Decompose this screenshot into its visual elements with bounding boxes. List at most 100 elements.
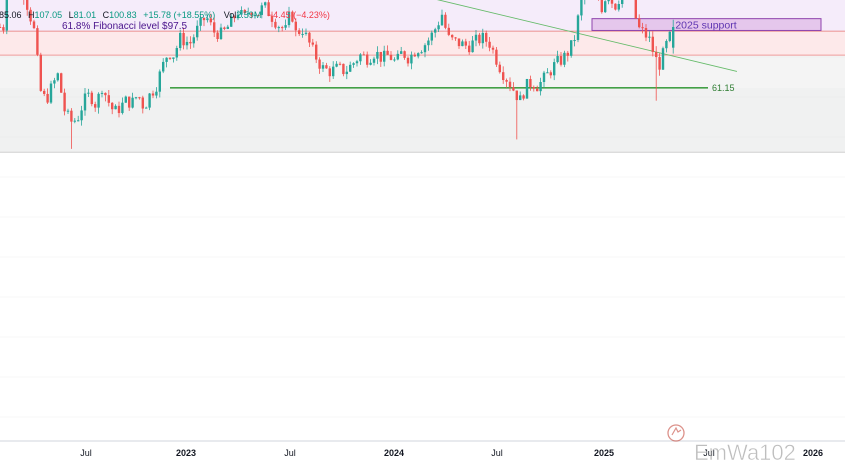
candle-body <box>658 57 661 70</box>
x-axis: Jul 2023 Jul 2024 Jul 2025 Jul 2026 <box>0 440 845 475</box>
candle-body <box>32 21 36 29</box>
candle-body <box>512 87 515 91</box>
candle-body <box>644 28 648 38</box>
candle-body <box>610 0 614 4</box>
candle-body <box>617 4 620 10</box>
candle-body <box>393 59 396 61</box>
candle-body <box>359 54 362 62</box>
candle-body <box>155 91 158 96</box>
candle-body <box>668 31 671 41</box>
candle-body <box>138 97 141 99</box>
candle-body <box>338 63 342 65</box>
candle-body <box>468 45 471 53</box>
candle-body <box>457 38 461 47</box>
candle-body <box>355 61 359 64</box>
candle-body <box>349 64 352 72</box>
candle-body <box>532 87 535 89</box>
candle-body <box>145 107 148 109</box>
candle-body <box>168 57 172 59</box>
candle-body <box>0 27 2 29</box>
candle-body <box>447 27 450 35</box>
candle-body <box>49 83 53 103</box>
low-value: 81.01 <box>74 10 97 20</box>
candle-body <box>328 68 331 77</box>
candle-body <box>505 80 508 82</box>
weibo-logo-icon <box>667 424 685 442</box>
candle-body <box>70 110 73 122</box>
candle-body <box>63 92 66 112</box>
candle-body <box>614 3 617 10</box>
candle-body <box>508 81 512 88</box>
candle-body <box>100 92 104 94</box>
candle-body <box>270 16 274 22</box>
x-tick-label: 2026 <box>803 448 823 458</box>
candle-body <box>267 2 270 17</box>
candle-body <box>2 27 5 31</box>
fib-band <box>0 87 845 153</box>
candle-body <box>121 102 124 114</box>
candle-body <box>294 21 297 31</box>
x-tick-label: Jul <box>491 448 503 458</box>
candle-body <box>430 32 433 41</box>
candle-body <box>661 48 665 70</box>
candle-body <box>247 12 250 14</box>
candle-body <box>131 97 134 108</box>
candle-body <box>26 0 29 10</box>
candle-body <box>566 52 569 56</box>
candle-body <box>5 0 8 31</box>
vol-value: 2.59M <box>236 10 261 20</box>
candle-body <box>46 93 49 103</box>
candle-body <box>600 0 603 13</box>
candle-body <box>400 51 403 54</box>
candle-body <box>216 32 219 40</box>
candle-body <box>240 10 243 15</box>
candle-body <box>672 27 675 48</box>
zone-box-3[interactable] <box>591 18 822 31</box>
target-zones[interactable]: 2025 stretched2025 target area2025 suppo… <box>591 0 822 32</box>
candle-body <box>440 14 444 26</box>
candle-body <box>291 11 294 22</box>
candle-body <box>386 50 389 55</box>
grid-lines <box>0 56 845 418</box>
candle-body <box>243 10 246 14</box>
candle-body <box>634 0 637 19</box>
candle-body <box>648 36 651 38</box>
candle-body <box>321 65 325 69</box>
candle-body <box>621 0 624 5</box>
fib-band <box>0 31 845 56</box>
candle-body <box>94 104 97 108</box>
candle-body <box>417 53 420 57</box>
candle-body <box>519 95 522 101</box>
change-value: +15.78 (+18.55%) <box>143 10 215 20</box>
background-bands <box>0 0 845 153</box>
candle-body <box>461 41 464 47</box>
candle-body <box>318 59 321 69</box>
candle-body <box>478 34 481 44</box>
candle-body <box>151 93 155 96</box>
candle-body <box>83 93 87 111</box>
candle-body <box>325 65 328 69</box>
candle-body <box>226 26 229 29</box>
candle-body <box>260 5 263 15</box>
candle-body <box>304 32 308 34</box>
candle-body <box>90 92 93 105</box>
candle-body <box>536 88 539 92</box>
x-tick-label: 2025 <box>594 448 614 458</box>
candle-body <box>117 105 121 114</box>
candle-body <box>335 63 338 67</box>
candle-body <box>485 32 488 42</box>
candle-body <box>332 66 335 77</box>
open-value: 85.06 <box>0 10 22 20</box>
candle-body <box>345 71 348 75</box>
candle-body <box>342 63 345 75</box>
candle-body <box>420 52 423 54</box>
candle-body <box>451 34 454 38</box>
candle-body <box>542 72 546 82</box>
candle-body <box>107 95 110 103</box>
candle-body <box>529 79 532 88</box>
candle-body <box>175 48 178 58</box>
x-tick-label: 2023 <box>176 448 196 458</box>
candle-body <box>563 52 566 65</box>
